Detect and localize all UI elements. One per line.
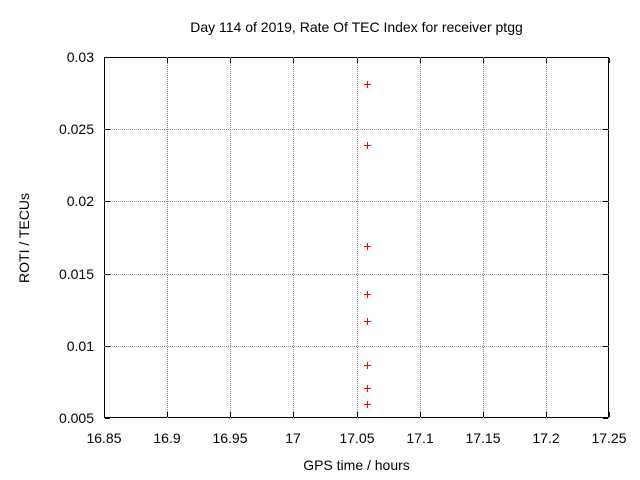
x-tick-label: 16.85 — [86, 430, 122, 446]
chart-title: Day 114 of 2019, Rate Of TEC Index for r… — [190, 19, 523, 35]
plot-area — [104, 57, 609, 418]
y-tick-right — [603, 201, 608, 202]
x-tick-top — [293, 58, 294, 63]
x-tick-label: 17.2 — [532, 430, 560, 446]
y-tick-left — [105, 129, 110, 130]
y-tick-left — [105, 418, 110, 419]
x-tick-label: 17.1 — [406, 430, 434, 446]
y-tick-right — [603, 129, 608, 130]
x-tick-bottom — [230, 412, 231, 417]
vertical-gridline — [483, 57, 484, 418]
x-tick-bottom — [104, 412, 105, 417]
x-tick-top — [420, 58, 421, 63]
x-tick-bottom — [483, 412, 484, 417]
x-axis-title: GPS time / hours — [303, 457, 410, 473]
x-tick-bottom — [609, 412, 610, 417]
horizontal-gridline — [104, 346, 609, 347]
x-tick-label: 16.95 — [212, 430, 248, 446]
y-tick-label: 0.005 — [58, 410, 94, 426]
horizontal-gridline — [104, 274, 609, 275]
y-tick-left — [105, 201, 110, 202]
x-tick-label: 17.25 — [591, 430, 627, 446]
y-tick-right — [603, 57, 608, 58]
y-tick-right — [603, 274, 608, 275]
vertical-gridline — [357, 57, 358, 418]
data-point-marker — [364, 401, 371, 408]
vertical-gridline — [546, 57, 547, 418]
x-tick-top — [609, 58, 610, 63]
x-tick-top — [357, 58, 358, 63]
data-point-marker — [364, 81, 371, 88]
vertical-gridline — [230, 57, 231, 418]
x-tick-top — [546, 58, 547, 63]
x-tick-label: 16.9 — [153, 430, 181, 446]
x-tick-label: 17.05 — [339, 430, 375, 446]
vertical-gridline — [167, 57, 168, 418]
x-tick-top — [104, 58, 105, 63]
data-point-marker — [364, 385, 371, 392]
y-tick-label: 0.02 — [66, 193, 94, 209]
vertical-gridline — [420, 57, 421, 418]
x-tick-bottom — [167, 412, 168, 417]
y-tick-left — [105, 57, 110, 58]
y-tick-right — [603, 346, 608, 347]
x-tick-label: 17 — [285, 430, 301, 446]
x-tick-top — [167, 58, 168, 63]
data-point-marker — [364, 291, 371, 298]
x-tick-bottom — [420, 412, 421, 417]
x-tick-label: 17.15 — [465, 430, 501, 446]
data-point-marker — [364, 243, 371, 250]
data-point-marker — [364, 142, 371, 149]
x-tick-bottom — [546, 412, 547, 417]
y-tick-right — [603, 418, 608, 419]
x-tick-top — [483, 58, 484, 63]
y-tick-label: 0.03 — [66, 49, 94, 65]
y-tick-left — [105, 274, 110, 275]
y-tick-left — [105, 346, 110, 347]
data-point-marker — [364, 318, 371, 325]
x-tick-bottom — [357, 412, 358, 417]
x-tick-bottom — [293, 412, 294, 417]
horizontal-gridline — [104, 129, 609, 130]
y-tick-label: 0.015 — [58, 266, 94, 282]
y-axis-title: ROTI / TECUs — [16, 193, 32, 283]
data-point-marker — [364, 362, 371, 369]
vertical-gridline — [293, 57, 294, 418]
horizontal-gridline — [104, 201, 609, 202]
x-tick-top — [230, 58, 231, 63]
y-tick-label: 0.01 — [66, 338, 94, 354]
y-tick-label: 0.025 — [58, 121, 94, 137]
